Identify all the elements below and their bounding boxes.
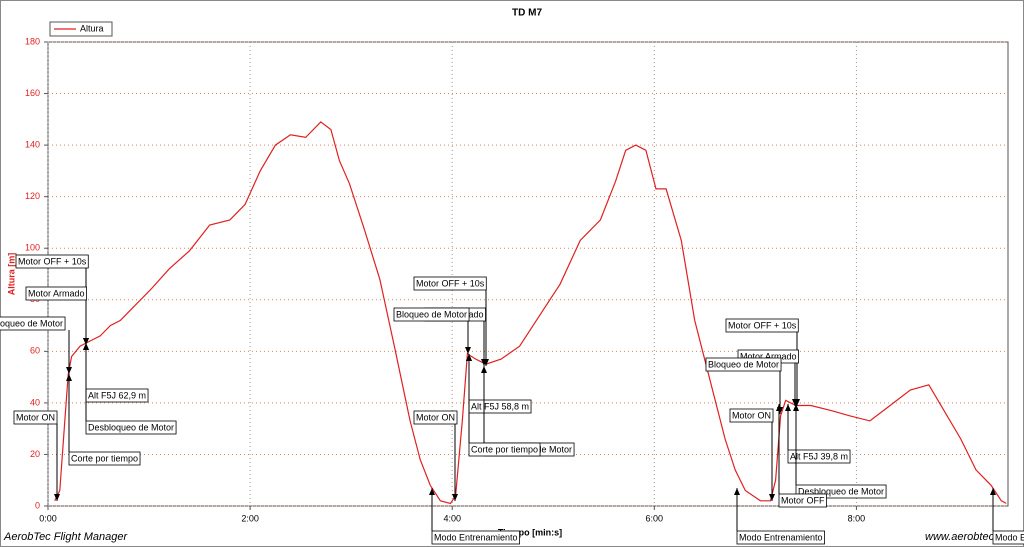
- y-tick-label: 20: [30, 449, 40, 459]
- y-tick-label: 160: [25, 88, 40, 98]
- arrow-head: [990, 488, 996, 495]
- annotation: Motor ON: [729, 408, 775, 501]
- y-tick-label: 140: [25, 139, 40, 149]
- y-tick-label: 100: [25, 243, 40, 253]
- chart-title: TD M7: [512, 8, 542, 19]
- x-tick-label: 8:00: [848, 513, 866, 523]
- arrow-head: [793, 404, 799, 411]
- x-tick-label: 4:00: [443, 513, 461, 523]
- annotation: Motor OFF + 10s: [413, 276, 489, 366]
- annotation: Bloqueo de Motor: [393, 307, 471, 354]
- annotation-label: Motor ON: [416, 412, 455, 422]
- annotation: Motor ON: [13, 410, 60, 501]
- annotation-label: Modo Entrenamiento: [739, 532, 823, 542]
- arrow-head: [466, 354, 472, 361]
- arrow-head: [83, 338, 89, 345]
- arrow-head: [734, 488, 740, 495]
- annotation-label: Corte por tiempo: [471, 444, 538, 454]
- annotation-label: Modo Entrenamiento: [434, 532, 518, 542]
- annotation-box: [0, 316, 66, 331]
- annotation-label: Motor Armado: [740, 351, 797, 361]
- arrow-head: [785, 404, 791, 411]
- annotation: Motor OFF: [776, 404, 827, 508]
- arrow-head: [66, 374, 72, 381]
- arrow-head: [66, 367, 72, 374]
- x-tick-label: 0:00: [39, 513, 57, 523]
- annotation-box: [85, 420, 177, 435]
- y-tick-label: 180: [25, 36, 40, 46]
- y-tick-label: 0: [35, 500, 40, 510]
- annotation-label: Modo Entrenamiento: [995, 532, 1024, 542]
- annotation: Alt F5J 39,8 m: [785, 404, 851, 464]
- annotation-label: Motor OFF: [781, 495, 825, 505]
- annotation-box: [736, 530, 825, 545]
- arrow-head: [452, 494, 458, 501]
- annotation-label: Desbloqueo de Motor: [798, 486, 884, 496]
- annotation-box: [778, 493, 827, 508]
- annotation-box: [13, 410, 58, 425]
- annotation-label: Motor OFF + 10s: [728, 320, 797, 330]
- annotation-box: [729, 408, 774, 423]
- footer-left: AerobTec Flight Manager: [3, 531, 128, 543]
- annotation-label: Motor OFF + 10s: [416, 278, 485, 288]
- annotation-box: [413, 276, 487, 291]
- annotation-box: [25, 286, 87, 301]
- arrow-head: [465, 347, 471, 354]
- arrow-head: [429, 488, 435, 495]
- y-tick-label: 40: [30, 397, 40, 407]
- annotation-label: Desbloqueo de Motor: [88, 422, 174, 432]
- annotation: Modo Entrenamiento: [990, 488, 1024, 545]
- annotation: Modo Entrenamiento: [429, 488, 520, 545]
- annotation-label: Motor ON: [16, 412, 55, 422]
- annotation: Modo Entrenamiento: [734, 488, 825, 545]
- annotation-box: [393, 307, 470, 322]
- annotation-box: [992, 530, 1024, 545]
- arrow-head: [481, 366, 487, 373]
- legend-label: Altura: [80, 23, 104, 33]
- x-axis-label: Tiempo [min:s]: [498, 527, 562, 537]
- x-tick-label: 2:00: [241, 513, 259, 523]
- annotation-box: [725, 318, 799, 333]
- annotation-box: [413, 410, 458, 425]
- annotation-box: [68, 451, 141, 466]
- annotation-label: Alt F5J 39,8 m: [790, 451, 848, 461]
- y-tick-label: 120: [25, 191, 40, 201]
- annotation: Desbloqueo de Motor: [83, 343, 177, 435]
- annotation: Motor OFF + 10s: [725, 318, 800, 406]
- annotation-label: Bloqueo de Motor: [396, 309, 467, 319]
- y-tick-label: 60: [30, 346, 40, 356]
- annotation: Corte por tiempo: [466, 354, 541, 457]
- annotation: Motor Armado: [25, 286, 89, 345]
- arrow-head: [83, 343, 89, 350]
- annotation-label: Alt F5J 62,9 m: [88, 390, 146, 400]
- annotation-label: Corte por tiempo: [71, 453, 138, 463]
- arrow-head: [481, 359, 487, 366]
- annotation-label: Bloqueo de Motor: [708, 359, 779, 369]
- annotation-box: [431, 530, 520, 545]
- annotation: Motor OFF + 10s: [15, 254, 89, 345]
- arrow-head: [776, 404, 782, 411]
- legend-box: [49, 21, 113, 37]
- annotation: Motor ON: [413, 410, 458, 501]
- annotation: Bloqueo de Motor: [0, 316, 72, 374]
- arrow-head: [769, 494, 775, 501]
- annotation-label: Bloqueo de Motor: [0, 318, 63, 328]
- annotation-box: [468, 442, 541, 457]
- arrow-head: [54, 494, 60, 501]
- x-tick-label: 6:00: [646, 513, 664, 523]
- annotation-label: Motor OFF + 10s: [18, 256, 87, 266]
- annotation-label: Alt F5J 58,8 m: [471, 401, 529, 411]
- annotation-box: [705, 357, 782, 372]
- annotation-box: [15, 254, 89, 269]
- annotation-label: Motor Armado: [28, 288, 85, 298]
- arrow-head: [792, 399, 798, 406]
- annotation-box: [787, 449, 851, 464]
- annotation: Corte por tiempo: [66, 374, 141, 466]
- annotation-label: Motor ON: [732, 410, 771, 420]
- y-axis-label: Altura [m]: [6, 253, 16, 296]
- legend: Altura: [49, 21, 113, 37]
